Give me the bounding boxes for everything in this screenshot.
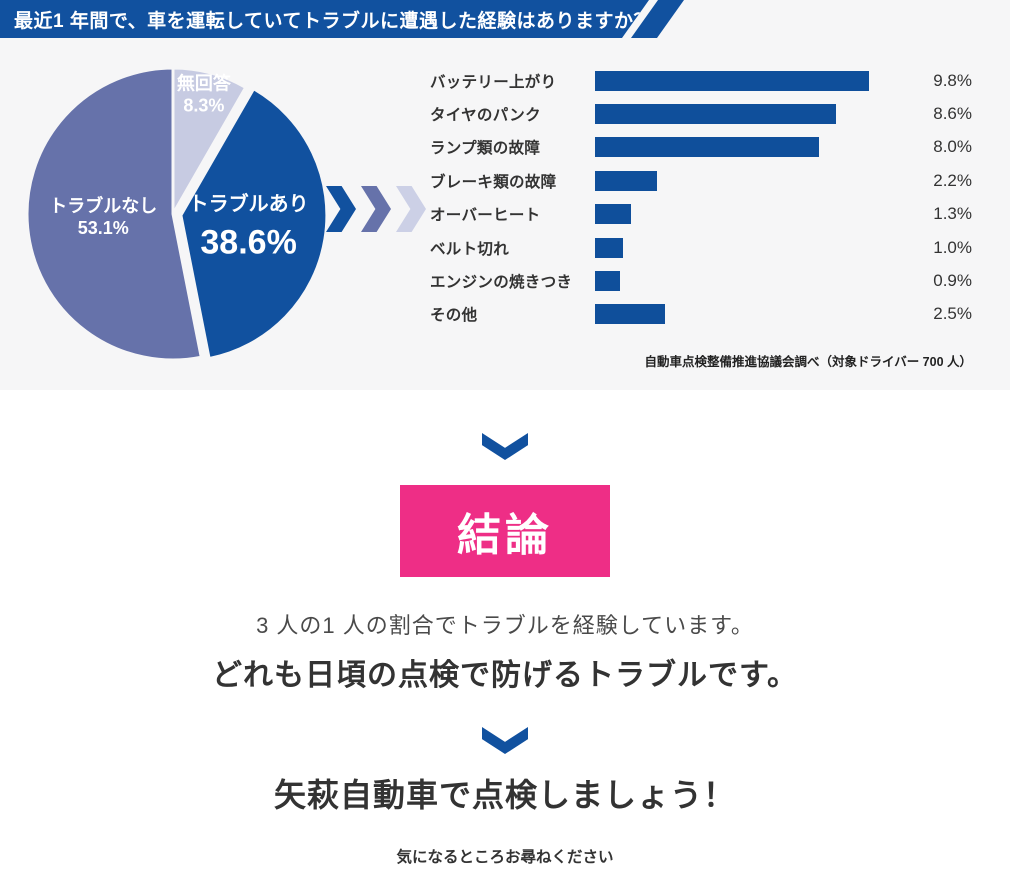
bar-value-label: 2.2%	[933, 170, 972, 190]
survey-section: 最近1 年間で、車を運転していてトラブルに遭遇した経験はありますか？ 無回答 8.…	[0, 0, 1010, 390]
bar-fill	[595, 304, 665, 325]
bar-category-label: ランプ類の故障	[430, 140, 541, 158]
question-banner: 最近1 年間で、車を運転していてトラブルに遭遇した経験はありますか？	[0, 0, 653, 38]
bar-row: ブレーキ類の故障 2.2%	[430, 164, 972, 197]
bar-track	[595, 70, 910, 91]
bar-row: オーバーヒート 1.3%	[430, 198, 972, 231]
bar-fill	[595, 70, 870, 91]
bar-row: ランプ類の故障 8.0%	[430, 131, 972, 164]
bar-row: バッテリー上がり 9.8%	[430, 64, 972, 97]
bar-row: エンジンの焼きつき 0.9%	[430, 264, 972, 297]
bar-track	[595, 204, 910, 225]
bar-track	[595, 304, 910, 325]
bar-fill	[595, 237, 623, 258]
pie-chart: 無回答 8.3% トラブルあり 38.6% トラブルなし 53.1%	[25, 66, 329, 362]
pie-label-1: トラブルあり 38.6%	[189, 191, 309, 261]
chevron-right-icon-2	[396, 186, 426, 232]
down-arrow-icon	[482, 727, 528, 754]
conclusion-line2: どれも日頃の点検で防げるトラブルです。	[212, 659, 798, 692]
bar-track	[595, 271, 910, 292]
bar-fill	[595, 271, 621, 292]
bar-row: タイヤのパンク 8.6%	[430, 97, 972, 130]
pie-slice-2	[25, 66, 203, 362]
bar-value-label: 8.0%	[933, 137, 972, 157]
cta-subtext: 気になるところお尋ねください	[396, 849, 614, 866]
down-arrow-icon	[482, 433, 528, 460]
bar-fill	[595, 204, 632, 225]
bar-category-label: ブレーキ類の故障	[430, 173, 557, 191]
bar-value-label: 1.3%	[933, 204, 972, 224]
bar-fill	[595, 104, 836, 125]
bar-value-label: 1.0%	[933, 237, 972, 257]
bar-category-label: オーバーヒート	[430, 207, 541, 225]
question-title: 最近1 年間で、車を運転していてトラブルに遭遇した経験はありますか？	[14, 10, 653, 32]
pie-label-2: トラブルなし 53.1%	[49, 195, 157, 238]
bar-track	[595, 104, 910, 125]
bar-track	[595, 137, 910, 158]
bar-fill	[595, 137, 819, 158]
bar-category-label: ベルト切れ	[430, 240, 510, 258]
conclusion-badge: 結論	[400, 485, 610, 577]
bar-track	[595, 237, 910, 258]
bar-row: ベルト切れ 1.0%	[430, 231, 972, 264]
source-note: 自動車点検整備推進協議会調べ（対象ドライバー 700 人）	[644, 355, 972, 369]
pie-slice-1	[179, 87, 329, 361]
cta-text: 矢萩自動車で点検しましょう！	[273, 777, 736, 813]
bar-track	[595, 170, 910, 191]
bar-row: その他 2.5%	[430, 298, 972, 331]
bar-category-label: その他	[430, 307, 478, 325]
bar-value-label: 2.5%	[933, 304, 972, 324]
bar-fill	[595, 170, 657, 191]
bar-category-label: タイヤのパンク	[430, 107, 541, 125]
bar-value-label: 9.8%	[933, 70, 972, 90]
flow-arrows-icon	[326, 186, 426, 232]
bar-category-label: エンジンの焼きつき	[430, 274, 573, 292]
chevron-right-icon-0	[326, 186, 356, 232]
bar-value-label: 8.6%	[933, 104, 972, 124]
bar-category-label: バッテリー上がり	[430, 73, 557, 91]
bar-value-label: 0.9%	[933, 271, 972, 291]
chevron-right-icon-1	[361, 186, 391, 232]
pie-label-0: 無回答 8.3%	[177, 72, 232, 115]
bar-chart: バッテリー上がり 9.8% タイヤのパンク 8.6% ランプ類の故障 8.0% ブレーキ類の…	[430, 64, 972, 331]
conclusion-line1: 3 人の1 人の割合でトラブルを経験しています。	[256, 613, 754, 638]
